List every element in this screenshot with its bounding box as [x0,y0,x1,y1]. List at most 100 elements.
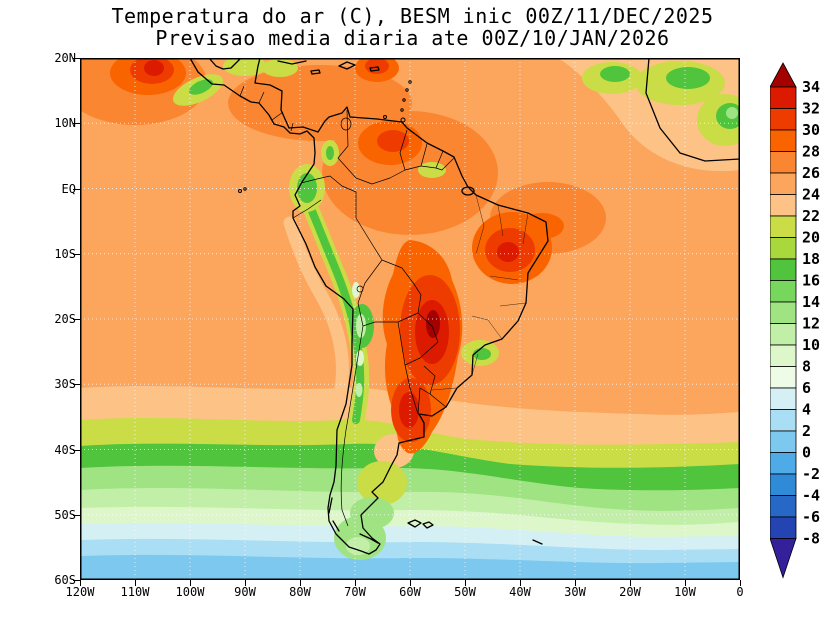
colombia-andes-core [326,146,334,160]
colorbar-tick-label: 30 [802,121,820,139]
colorbar-tick-label: 4 [802,401,811,419]
colorbar-tick-label: 14 [802,293,820,311]
se-brazil-green-core [473,348,491,360]
graticule [80,58,740,580]
colorbar-band [769,151,797,174]
lon-tick-mark [135,580,136,586]
border-argentina-paraguay [404,364,419,415]
colorbar-band [769,344,797,367]
antilles-island [400,108,404,112]
lat-tick-mark [73,514,80,516]
lon-tick-label: 100W [175,585,205,599]
central-america-green-core [188,79,214,95]
galapagos-island [238,189,242,193]
border-colombia-venezuela [337,109,373,185]
plot-title-line1: Temperatura do ar (C), BESM inic 00Z/11/… [111,4,714,28]
lon-tick-label: 0 [736,585,744,599]
colorbar-tick-label: -2 [802,465,820,483]
pampas-hot-core [399,392,419,428]
chile-fjords [328,497,340,532]
caribbean-hot-core [365,58,389,74]
colorbar-band [769,108,797,131]
lake-maracaibo [340,117,352,131]
falkland-islands [407,519,434,529]
lon-tick-mark [520,580,521,586]
lat-tick-label: 10S [54,246,76,261]
chaco-hot-extreme [426,310,440,338]
brazil-state-line [497,204,504,237]
lon-tick-label: 120W [65,585,95,599]
guiana-highlands-green [418,162,446,178]
trinidad-island [400,117,406,123]
temperature-map [80,58,740,580]
colorbar-tick-label: -8 [802,530,820,548]
lon-tick-mark [465,580,466,586]
lat-tick-mark [73,384,80,386]
cuba-coast [277,60,307,65]
colorbar-band [769,516,797,539]
plot-border [80,58,740,580]
border-peru-bolivia [357,259,383,304]
west-africa-green-1-core [666,67,710,89]
country-borders [239,85,455,527]
colorbar-tick-label: 28 [802,143,820,161]
colorbar-band [769,86,797,109]
colorbar-band [769,301,797,324]
lon-tick-mark [685,580,686,586]
lon-tick-label: 60W [399,585,421,599]
colorbar-band [769,387,797,410]
colorbar-band [769,430,797,453]
lon-tick-mark [410,580,411,586]
border-ecuador-peru [292,199,322,219]
lon-tick-label: 30W [564,585,586,599]
colorbar-tick-label: 20 [802,229,820,247]
colorbar-band [769,237,797,260]
border-bolivia-brazil [381,259,422,314]
colorbar-band [769,473,797,496]
border-uruguay-brazil [417,387,447,415]
colorbar-tick-label: 12 [802,315,820,333]
galapagos-islands [238,187,247,193]
lon-tick-mark [575,580,576,586]
colorbar-tick-label: 16 [802,272,820,290]
lat-tick-label: 20N [54,51,76,65]
colorbar-band [769,323,797,346]
galapagos-island [243,187,247,191]
hispaniola-island [338,61,356,70]
border-argentina-chile [340,325,364,527]
africa-coastline [645,58,740,162]
lon-tick-label: 80W [289,585,311,599]
brazil-state-line [471,353,479,376]
lat-tick-mark [73,580,80,581]
colorbar-tick-label: 10 [802,336,820,354]
lat-tick-label: 20S [54,312,76,326]
colorbar-band [769,258,797,281]
colorbar-tick-label: 6 [802,379,811,397]
gulf-of-campeche-coast [208,58,242,70]
andes-cold-spot-2 [356,350,364,366]
lesser-antilles-islands [383,80,412,123]
lon-tick-label: 50W [454,585,476,599]
border-colombia-ecuador [300,175,331,184]
border-bolivia-chile [357,302,364,327]
brazil-state-line [471,315,503,340]
south-georgia-island [532,539,543,545]
mexico-hot-core [144,60,164,76]
colorbar-tick-label: 18 [802,250,820,268]
border-bolivia-argentina [362,312,419,327]
altiplano-cold-core [356,314,366,338]
canary-green-1-core [600,66,630,82]
brazil-state-line [522,212,529,245]
lat-tick-mark [73,319,80,320]
map-plot-area [80,58,740,580]
colorbar-tick-label: -4 [802,487,820,505]
lon-tick-label: 20W [619,585,641,599]
band-0-2 [80,554,740,580]
lon-tick-mark [300,580,301,586]
marajo-island [461,186,475,196]
colorbar-band [769,172,797,195]
americas-coastline [189,58,549,555]
lat-tick-label: 10N [54,116,76,131]
